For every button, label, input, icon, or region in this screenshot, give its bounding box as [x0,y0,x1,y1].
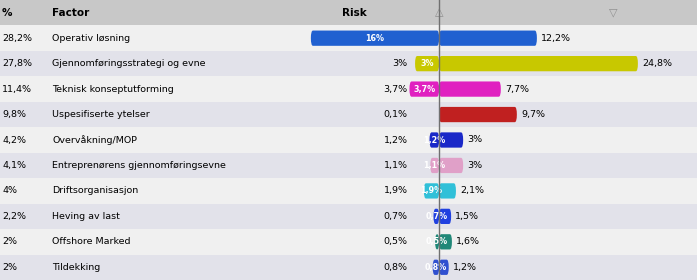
Text: 27,8%: 27,8% [2,59,32,68]
FancyBboxPatch shape [434,209,439,224]
Text: ▽: ▽ [609,8,618,18]
Bar [0,204,697,229]
FancyBboxPatch shape [415,56,439,71]
Text: 0,8%: 0,8% [384,263,408,272]
Bar [0,76,697,102]
Bar [0,229,697,255]
Text: 2,1%: 2,1% [460,186,484,195]
FancyBboxPatch shape [439,81,501,97]
FancyBboxPatch shape [439,132,463,148]
Bar [0,178,697,204]
Text: 9,7%: 9,7% [521,110,545,119]
Text: Driftsorganisasjon: Driftsorganisasjon [52,186,139,195]
Text: 24,8%: 24,8% [642,59,672,68]
Text: 0,5%: 0,5% [384,237,408,246]
Text: 1,1%: 1,1% [384,161,408,170]
FancyBboxPatch shape [439,56,638,71]
Text: 1,2%: 1,2% [453,263,477,272]
Text: 4%: 4% [2,186,17,195]
Bar [0,102,697,127]
FancyBboxPatch shape [311,31,439,46]
Text: 9,8%: 9,8% [2,110,26,119]
FancyBboxPatch shape [439,260,449,275]
Bar [0,153,697,178]
Bar [0,127,697,153]
Bar [0,0,697,25]
Text: 1,2%: 1,2% [423,136,445,144]
Text: 3,7%: 3,7% [383,85,408,94]
Text: Risk: Risk [342,8,367,18]
FancyBboxPatch shape [424,183,439,199]
Text: 28,2%: 28,2% [2,34,32,43]
FancyBboxPatch shape [439,158,463,173]
Text: 1,9%: 1,9% [420,186,443,195]
FancyBboxPatch shape [409,81,439,97]
Text: 16%: 16% [387,34,408,43]
FancyBboxPatch shape [430,158,439,173]
FancyBboxPatch shape [439,234,452,249]
Text: Heving av last: Heving av last [52,212,120,221]
Text: 11,4%: 11,4% [2,85,32,94]
Text: 1,9%: 1,9% [384,186,408,195]
Text: 0,8%: 0,8% [424,263,447,272]
Bar [0,51,697,76]
Text: 0,1%: 0,1% [384,110,408,119]
Text: Factor: Factor [52,8,89,18]
FancyBboxPatch shape [439,209,451,224]
Text: 3,7%: 3,7% [413,85,436,94]
Text: 1,5%: 1,5% [455,212,480,221]
FancyBboxPatch shape [439,31,537,46]
Text: Operativ løsning: Operativ løsning [52,34,130,43]
Text: 3%: 3% [467,161,482,170]
Text: 1,1%: 1,1% [424,161,446,170]
Text: 2%: 2% [2,237,17,246]
Text: Uspesifiserte ytelser: Uspesifiserte ytelser [52,110,150,119]
FancyBboxPatch shape [439,107,517,122]
Text: 2,2%: 2,2% [2,212,26,221]
Text: 4,1%: 4,1% [2,161,26,170]
Bar [0,255,697,280]
Text: △: △ [435,8,443,18]
Text: Gjennomføringsstrategi og evne: Gjennomføringsstrategi og evne [52,59,206,68]
Text: Tildekking: Tildekking [52,263,100,272]
FancyBboxPatch shape [433,260,439,275]
Text: 0,7%: 0,7% [425,212,447,221]
Text: 7,7%: 7,7% [505,85,529,94]
Text: Overvåkning/MOP: Overvåkning/MOP [52,135,137,145]
Text: Teknisk konseptutforming: Teknisk konseptutforming [52,85,174,94]
FancyBboxPatch shape [435,234,439,249]
Bar [0,25,697,51]
Text: 0,7%: 0,7% [384,212,408,221]
Text: 4,2%: 4,2% [2,136,26,144]
Text: 3%: 3% [420,59,434,68]
Text: %: % [2,8,13,18]
Text: 16%: 16% [365,34,385,43]
Text: 1,6%: 1,6% [456,237,480,246]
Text: 1,2%: 1,2% [384,136,408,144]
Text: 2%: 2% [2,263,17,272]
Text: Offshore Marked: Offshore Marked [52,237,131,246]
Text: 12,2%: 12,2% [541,34,571,43]
Text: 0,5%: 0,5% [426,237,448,246]
Text: 3%: 3% [392,59,408,68]
Text: 3%: 3% [467,136,482,144]
Text: Entreprenørens gjennomføringsevne: Entreprenørens gjennomføringsevne [52,161,226,170]
FancyBboxPatch shape [429,132,439,148]
FancyBboxPatch shape [439,183,456,199]
